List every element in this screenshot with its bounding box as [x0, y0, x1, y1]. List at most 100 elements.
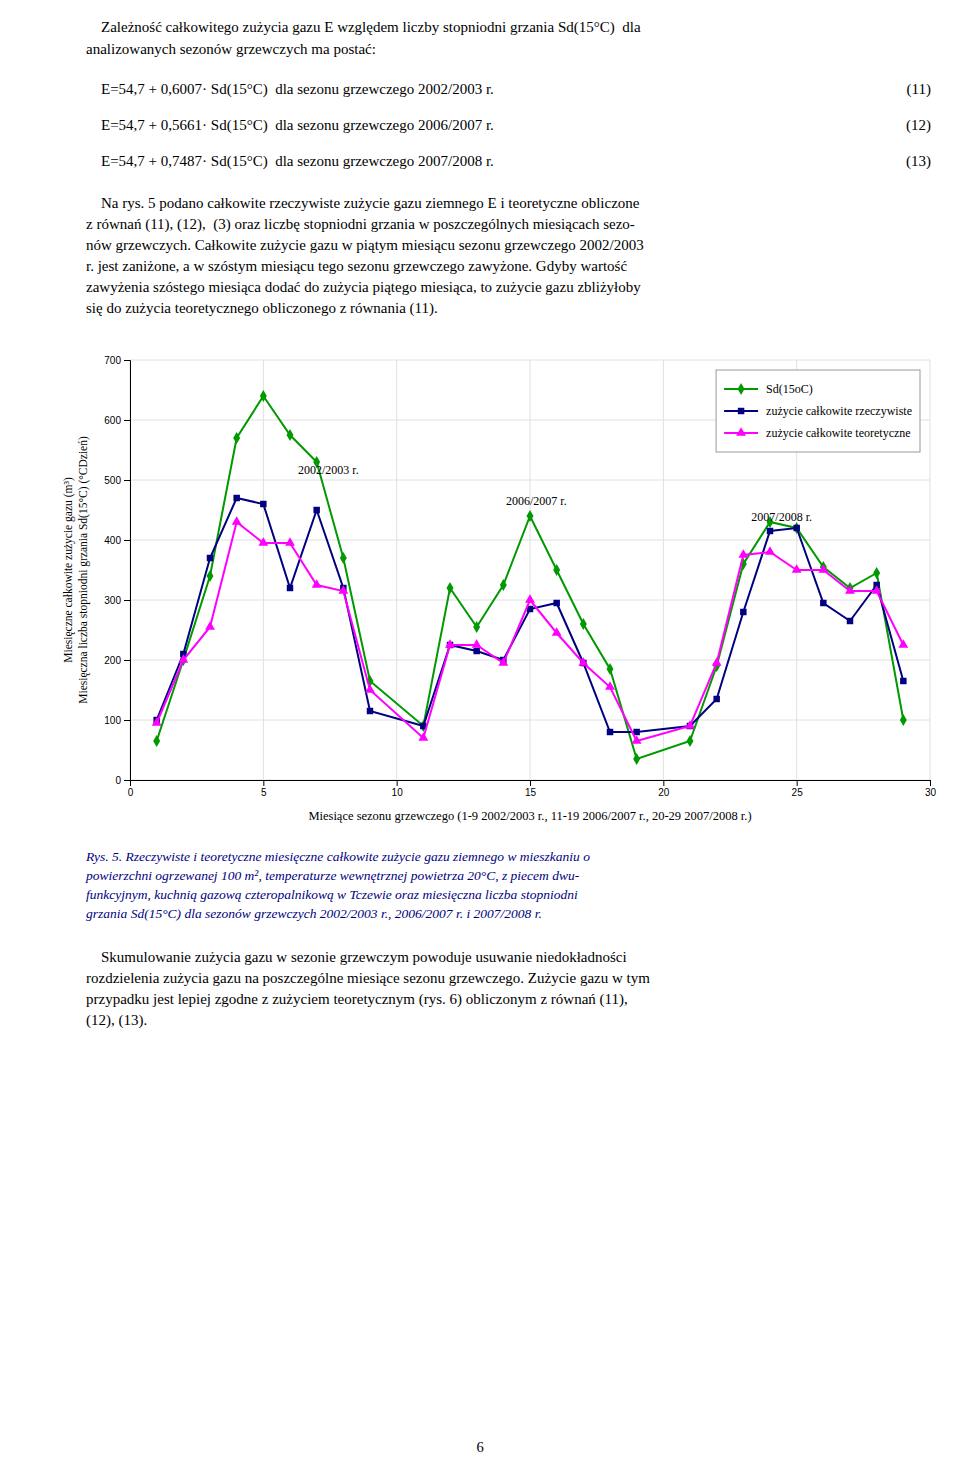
marker: [605, 681, 615, 690]
marker: [472, 639, 482, 648]
series: [152, 516, 909, 744]
tick: 300: [104, 595, 130, 606]
tick-label: 15: [525, 787, 537, 798]
body-text: się do zużycia teoretycznego obliczonego…: [86, 300, 438, 317]
tick-mark: [397, 780, 398, 786]
tick-label: 25: [792, 787, 804, 798]
tick-mark: [124, 420, 130, 421]
legend-frame: [716, 370, 920, 452]
tick: 5: [261, 780, 267, 798]
marker: [205, 621, 215, 630]
y-axis-title: Miesięczne całkowite zużycie gazu (m³): [62, 477, 75, 663]
marker: [340, 552, 347, 564]
marker: [633, 753, 640, 765]
equation-number: (11): [907, 81, 931, 98]
tick: 200: [104, 655, 130, 666]
marker: [260, 501, 266, 507]
marker: [767, 528, 773, 534]
marker: [260, 390, 267, 402]
tick-label: 5: [261, 787, 267, 798]
annotations: 2002/2003 r.2006/2007 r.2007/2008 r.: [298, 463, 812, 524]
marker: [873, 567, 880, 579]
marker: [285, 537, 295, 546]
grid-line: [263, 360, 264, 780]
tick-mark: [930, 780, 931, 786]
marker: [580, 618, 587, 630]
marker: [685, 720, 695, 729]
marker: [233, 495, 239, 501]
marker: [498, 657, 508, 666]
legend-entry: Sd(15oC): [724, 382, 813, 396]
marker: [900, 714, 907, 726]
grid: [130, 360, 930, 780]
marker: [258, 537, 268, 546]
tick-label: 700: [104, 355, 121, 366]
tick-mark: [124, 360, 130, 361]
tick: 20: [658, 780, 670, 798]
body-text: nów grzewczych. Całkowite zużycie gazu w…: [86, 237, 644, 253]
tick: 10: [392, 780, 404, 798]
tick-label: 0: [115, 775, 121, 786]
x-axis-title: Miesiące sezonu grzewczego (1-9 2002/200…: [308, 809, 751, 823]
marker: [153, 735, 160, 747]
marker: [553, 600, 559, 606]
marker: [473, 621, 480, 633]
marker: [898, 639, 908, 648]
grid-line: [130, 660, 930, 661]
marker: [338, 585, 348, 594]
legend-symbol: [738, 383, 745, 395]
marker: [740, 609, 746, 615]
tick-mark: [124, 720, 130, 721]
tick-label: 10: [392, 787, 404, 798]
tick-label: 100: [104, 715, 121, 726]
body-text: zawyżenia szóstego miesiąca dodać do zuż…: [86, 279, 641, 295]
legend: Sd(15oC)zużycie całkowite rzeczywistezuż…: [716, 370, 920, 452]
body-text: Na rys. 5 podano całkowite rzeczywiste z…: [86, 195, 640, 211]
caption: grzania Sd(15°C) dla sezonów grzewczych …: [86, 906, 542, 921]
marker: [313, 507, 319, 513]
body-text: Skumulowanie zużycia gazu w sezonie grze…: [86, 949, 627, 965]
marker: [207, 555, 213, 561]
caption: funkcyjnym, kuchnią gazową czteropalniko…: [86, 887, 578, 902]
marker: [607, 663, 614, 675]
marker: [872, 585, 882, 594]
grid-line: [930, 360, 931, 780]
marker: [607, 729, 613, 735]
body-text: z równań (11), (12), (3) oraz liczbę sto…: [86, 216, 635, 233]
marker: [713, 696, 719, 702]
marker: [552, 627, 562, 636]
tick-mark: [263, 780, 264, 786]
marker: [632, 735, 642, 744]
tick-label: 30: [925, 787, 937, 798]
marker: [847, 618, 853, 624]
legend-symbol: [736, 427, 746, 436]
marker: [525, 594, 535, 603]
annotation: 2006/2007 r.: [506, 494, 567, 508]
tick: 0: [128, 780, 134, 798]
series: [153, 495, 906, 735]
grid-line: [130, 540, 930, 541]
tick-label: 0: [128, 787, 134, 798]
tick-mark: [124, 780, 130, 781]
caption: Rys. 5. Rzeczywiste i teoretyczne miesię…: [85, 849, 590, 864]
body-text: analizowanych sezonów grzewczych ma post…: [86, 41, 376, 57]
tick: 600: [104, 415, 130, 426]
tick-label: 400: [104, 535, 121, 546]
marker: [473, 648, 479, 654]
annotation: 2002/2003 r.: [298, 463, 359, 477]
marker: [793, 525, 799, 531]
marker: [765, 546, 775, 555]
marker: [792, 564, 802, 573]
tick: 30: [925, 780, 937, 798]
grid-line: [530, 360, 531, 780]
marker: [845, 585, 855, 594]
tick: 25: [792, 780, 804, 798]
caption: powierzchni ogrzewanej 100 m², temperatu…: [85, 868, 580, 883]
marker: [152, 717, 162, 726]
tick: 0: [115, 775, 130, 786]
series-line: [157, 498, 904, 732]
grid-line: [663, 360, 664, 780]
page: Zależność całkowitego zużycia gazu E wzg…: [0, 0, 960, 1474]
equation-number: (12): [906, 117, 931, 134]
marker: [500, 579, 507, 591]
